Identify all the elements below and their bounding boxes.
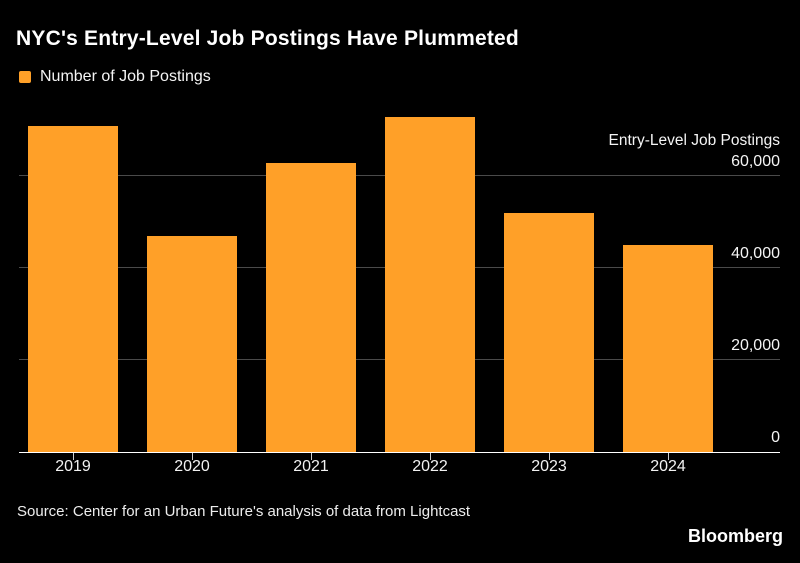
bar-2023 bbox=[504, 213, 594, 452]
x-tick bbox=[73, 453, 74, 460]
plot-area: Entry-Level Job Postings 0 20,000 40,000 60… bbox=[19, 112, 780, 475]
bar-2021 bbox=[266, 162, 356, 452]
x-category-label: 2019 bbox=[55, 458, 91, 475]
bar-2024 bbox=[623, 245, 713, 452]
chart-title: NYC's Entry-Level Job Postings Have Plum… bbox=[16, 27, 519, 50]
x-category-label: 2023 bbox=[531, 458, 567, 475]
bloomberg-logo: Bloomberg bbox=[687, 526, 783, 546]
x-category-label: 2024 bbox=[650, 458, 686, 475]
y-tick-label: 0 bbox=[771, 429, 780, 446]
x-tick bbox=[192, 453, 193, 460]
bar-2020 bbox=[147, 236, 237, 452]
x-tick bbox=[430, 453, 431, 460]
source-note: Source: Center for an Urban Future's ana… bbox=[17, 503, 471, 520]
y-axis-title: Entry-Level Job Postings bbox=[608, 132, 780, 149]
x-tick bbox=[311, 453, 312, 460]
legend-swatch-icon bbox=[19, 71, 31, 83]
x-tick bbox=[549, 453, 550, 460]
y-tick-label: 60,000 bbox=[731, 153, 780, 171]
y-tick-label: 20,000 bbox=[731, 337, 780, 355]
bar-2022 bbox=[385, 116, 475, 452]
x-category-label: 2022 bbox=[412, 458, 448, 475]
x-category-label: 2020 bbox=[174, 458, 210, 475]
bar-2019 bbox=[28, 125, 118, 452]
legend-label: Number of Job Postings bbox=[40, 68, 211, 85]
x-category-label: 2021 bbox=[293, 458, 329, 475]
x-tick bbox=[668, 453, 669, 460]
y-tick-label: 40,000 bbox=[731, 245, 780, 263]
legend: Number of Job Postings bbox=[19, 68, 211, 86]
